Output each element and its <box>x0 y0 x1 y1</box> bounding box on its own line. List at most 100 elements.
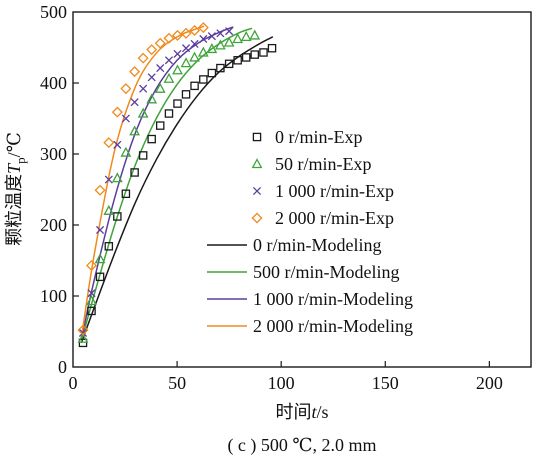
data-point <box>267 43 277 53</box>
plot-frame <box>72 11 532 368</box>
legend: 0 r/min-Exp 50 r/min-Exp 1 000 r/min-Exp 2 … <box>207 127 413 336</box>
data-point <box>94 184 106 196</box>
data-point <box>225 27 234 36</box>
y-label-symbol: T <box>4 162 24 174</box>
data-point <box>155 121 165 130</box>
data-point <box>111 172 123 183</box>
data-point <box>207 32 216 41</box>
data-point <box>121 189 131 199</box>
x-tick-label: 50 <box>168 373 186 393</box>
data-point <box>241 53 251 62</box>
legend-label: 0 r/min-Modeling <box>253 235 382 255</box>
data-point <box>96 225 105 235</box>
x-tick-label: 0 <box>69 373 78 393</box>
legend-label: 1 000 r/min-Modeling <box>253 289 413 309</box>
y-tick-label: 500 <box>40 2 67 22</box>
data-point <box>94 253 106 264</box>
data-point <box>104 242 114 251</box>
data-point <box>189 24 201 36</box>
x-tick-label: 100 <box>268 373 295 393</box>
data-point <box>154 82 166 93</box>
model-line-6 <box>80 26 234 341</box>
data-point <box>190 39 199 49</box>
data-point <box>139 84 148 93</box>
x-axis-label: 时间t/s <box>275 402 328 422</box>
legend-marker-swatch <box>251 158 263 169</box>
data-point <box>199 34 208 44</box>
data-point <box>190 81 199 91</box>
y-tick-label: 400 <box>40 73 67 93</box>
data-point <box>130 168 139 177</box>
data-point <box>216 63 225 73</box>
data-point <box>77 332 89 343</box>
data-point <box>129 125 141 136</box>
data-point <box>240 30 252 41</box>
y-axis-label: 颗粒温度Tp/℃ <box>4 132 28 246</box>
data-point <box>147 73 156 82</box>
data-point <box>78 328 88 337</box>
data-point <box>199 75 208 84</box>
plot-border <box>72 11 532 368</box>
y-tick-label: 0 <box>58 357 67 377</box>
data-point <box>121 114 130 123</box>
data-point <box>103 137 115 149</box>
data-point <box>223 36 235 47</box>
legend-label: 1 000 r/min-Exp <box>275 181 394 201</box>
data-point <box>206 43 218 54</box>
legend-marker-swatch <box>252 186 262 196</box>
legend-label: 50 r/min-Exp <box>275 154 372 174</box>
data-point <box>233 56 242 65</box>
data-point <box>197 46 209 57</box>
x-label-prefix: 时间 <box>275 402 311 422</box>
data-point <box>181 90 191 99</box>
legend-label: 0 r/min-Exp <box>275 127 363 147</box>
y-label-subscript: p <box>13 157 28 164</box>
data-point <box>163 72 175 83</box>
data-point <box>189 51 200 62</box>
y-label-prefix: 颗粒温度 <box>4 174 24 246</box>
model-line-4 <box>80 36 274 344</box>
legend-label: 500 r/min-Modeling <box>253 262 400 282</box>
data-point <box>216 29 225 38</box>
data-point <box>156 64 165 73</box>
data-point <box>232 33 244 44</box>
data-point <box>120 83 132 95</box>
data-point <box>259 48 268 57</box>
legend-label: 2 000 r/min-Exp <box>275 208 394 228</box>
data-point <box>113 140 122 149</box>
data-point <box>103 204 115 215</box>
y-tick-label: 300 <box>40 144 67 164</box>
data-point <box>87 289 96 298</box>
data-point <box>137 52 149 64</box>
figure-caption: ( c ) 500 ℃, 2.0 mm <box>227 435 376 456</box>
data-point <box>95 272 105 282</box>
data-point <box>163 32 175 44</box>
data-point <box>111 106 123 118</box>
data-point <box>120 146 132 157</box>
data-point <box>173 49 182 58</box>
data-point <box>173 99 182 108</box>
legend-label: 2 000 r/min-Modeling <box>253 316 413 336</box>
y-label-unit: /℃ <box>4 132 24 157</box>
data-point <box>172 64 183 75</box>
data-point <box>87 306 96 316</box>
y-tick-label: 200 <box>40 215 67 235</box>
x-label-symbol: t <box>311 402 317 422</box>
data-point <box>215 39 226 50</box>
data-point <box>113 212 122 221</box>
data-point <box>224 59 234 69</box>
data-point <box>207 68 217 78</box>
data-point <box>250 50 259 59</box>
data-point <box>180 57 192 68</box>
data-point <box>146 93 158 104</box>
x-label-unit: /s <box>317 402 329 422</box>
data-point <box>78 338 88 348</box>
data-point <box>130 98 139 107</box>
data-point <box>197 22 209 34</box>
data-point <box>249 29 261 40</box>
data-point <box>180 27 192 39</box>
x-axis-ticks: 0 50 100 150 200 <box>69 361 503 393</box>
x-tick-label: 150 <box>372 373 399 393</box>
data-point <box>137 107 149 118</box>
